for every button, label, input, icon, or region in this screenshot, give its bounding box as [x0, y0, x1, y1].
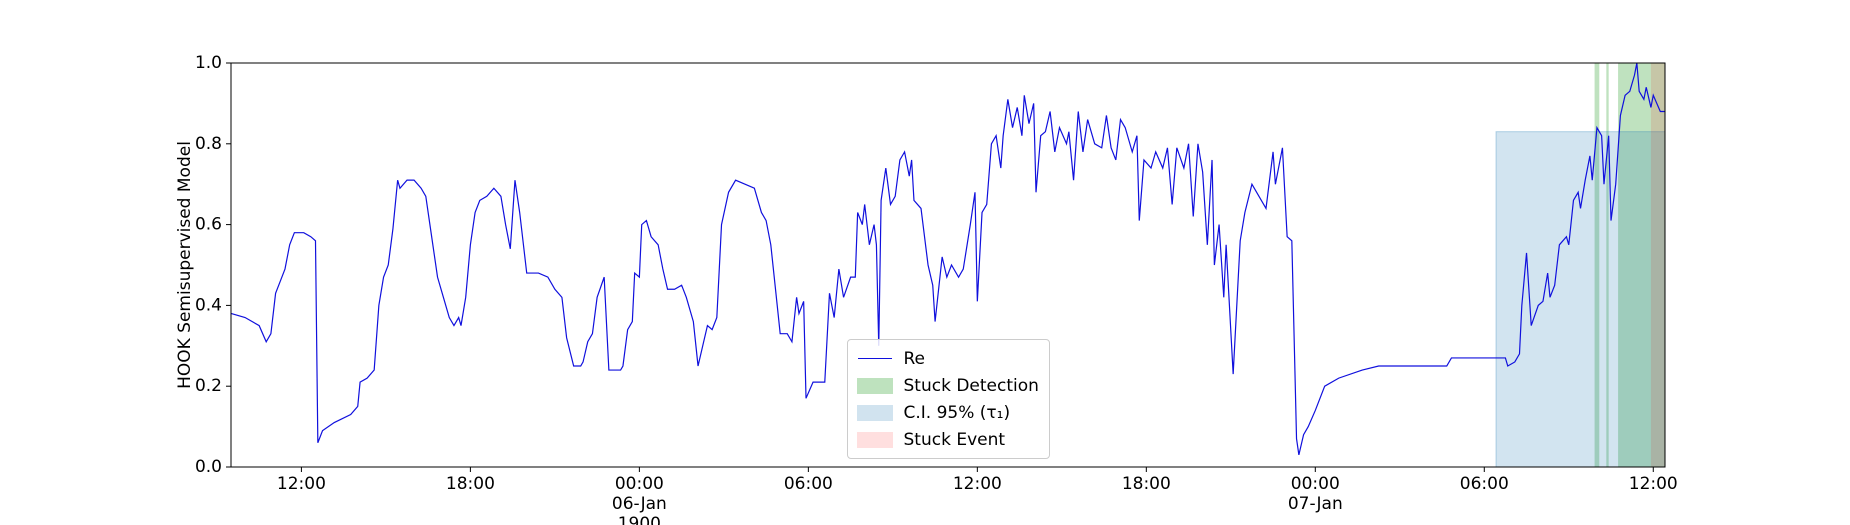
legend-entry: Stuck Detection — [856, 372, 1039, 399]
span — [1594, 63, 1600, 467]
y-tick-label: 0.4 — [195, 295, 222, 315]
legend-key — [856, 431, 893, 448]
x-tick-label: 12:00 — [1628, 474, 1678, 494]
legend-swatch — [856, 404, 893, 421]
x-tick-label: 06:00 — [783, 474, 833, 494]
legend-entry: Stuck Event — [856, 426, 1039, 453]
span — [1650, 63, 1665, 467]
legend-label: Re — [903, 348, 926, 369]
legend-entry: Re — [857, 345, 1039, 372]
legend-swatch — [856, 431, 893, 448]
legend-key — [856, 377, 893, 394]
y-tick-label: 0.2 — [195, 376, 222, 396]
y-tick-label: 1.0 — [195, 53, 222, 73]
x-tick-label: 18:00 — [445, 474, 495, 494]
legend-label: Stuck Event — [903, 429, 1006, 450]
legend-entry: C.I. 95% (τ₁) — [856, 399, 1039, 426]
y-axis-label: HOOK Semisupervised Model — [175, 141, 195, 389]
legend-swatch — [856, 377, 893, 394]
legend-label: Stuck Detection — [903, 375, 1039, 396]
x-tick-label: 12:00 — [276, 474, 326, 494]
legend-key — [857, 358, 892, 359]
span — [1606, 63, 1609, 467]
y-tick-label: 0.0 — [195, 457, 222, 477]
line — [230, 62, 1665, 456]
x-tick-label: 06:00 — [1459, 474, 1509, 494]
x-tick-label: 00:00 06-Jan 1900 — [611, 474, 667, 525]
plot-frame — [230, 62, 1666, 468]
legend-key — [856, 404, 893, 421]
y-tick-label: 0.6 — [195, 215, 222, 235]
x-tick-label: 12:00 — [952, 474, 1002, 494]
span — [1495, 131, 1666, 468]
span — [1618, 63, 1665, 467]
x-tick-label: 00:00 07-Jan — [1287, 474, 1343, 514]
legend: Re Stuck Detection C.I. 95% (τ₁) Stuck Even… — [846, 339, 1050, 459]
y-tick-label: 0.8 — [195, 134, 222, 154]
x-tick-label: 18:00 — [1121, 474, 1171, 494]
legend-label: C.I. 95% (τ₁) — [903, 402, 1011, 423]
